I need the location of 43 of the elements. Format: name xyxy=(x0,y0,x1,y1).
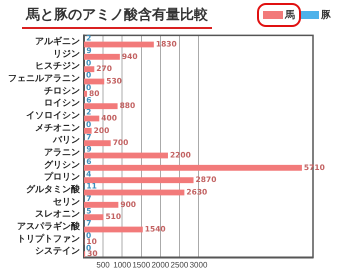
x-tick-label: 3000 xyxy=(190,260,208,270)
y-tick-label: アルギニン xyxy=(35,36,80,46)
y-tick-label: バリン xyxy=(52,134,80,145)
y-tick-label: グリシン xyxy=(44,159,80,170)
bar xyxy=(84,42,154,48)
x-tick-label: 500 xyxy=(96,260,110,270)
bar xyxy=(84,202,118,208)
bar xyxy=(84,116,100,122)
bar xyxy=(84,140,111,146)
bar xyxy=(84,54,120,60)
x-tick-label: 2500 xyxy=(170,260,189,270)
bar xyxy=(84,152,168,158)
bar xyxy=(84,128,92,134)
y-tick-label: メチオニン xyxy=(35,122,80,132)
y-tick-label: スレオニン xyxy=(35,208,80,219)
y-tick-label: イソロイシン xyxy=(26,110,80,120)
legend-label: 馬 xyxy=(285,8,295,22)
y-tick-label: セリン xyxy=(53,196,80,206)
x-tick-label: 1000 xyxy=(113,260,132,270)
y-tick-label: チロシン xyxy=(44,85,80,96)
y-tick-label: ヒスチジン xyxy=(35,60,80,71)
bar xyxy=(84,90,88,97)
chart-title: 馬と豚のアミノ酸含有量比較 xyxy=(22,6,212,29)
y-tick-label: プロリン xyxy=(44,172,80,182)
bar xyxy=(84,103,118,110)
bar xyxy=(84,164,302,171)
y-tick-label: アスパラギン酸 xyxy=(17,221,81,232)
bar xyxy=(84,226,143,232)
y-tick-label: トリプトファン xyxy=(17,233,80,244)
bar xyxy=(84,66,94,72)
y-tick-label: ロイシン xyxy=(44,98,80,108)
x-tick-label: 1500 xyxy=(132,260,151,270)
y-tick-label: リジン xyxy=(53,48,80,58)
y-tick-label: アラニン xyxy=(44,147,80,158)
bar xyxy=(84,190,184,196)
y-tick-label: フェニルアラニン xyxy=(8,73,80,84)
bar xyxy=(84,214,104,220)
bar xyxy=(84,78,104,84)
y-tick-label: グルタミン酸 xyxy=(26,184,81,194)
bar xyxy=(84,177,194,184)
y-tick-label: システイン xyxy=(35,246,80,256)
legend-label: 豚 xyxy=(321,8,331,22)
x-tick-label: 2000 xyxy=(151,260,170,270)
